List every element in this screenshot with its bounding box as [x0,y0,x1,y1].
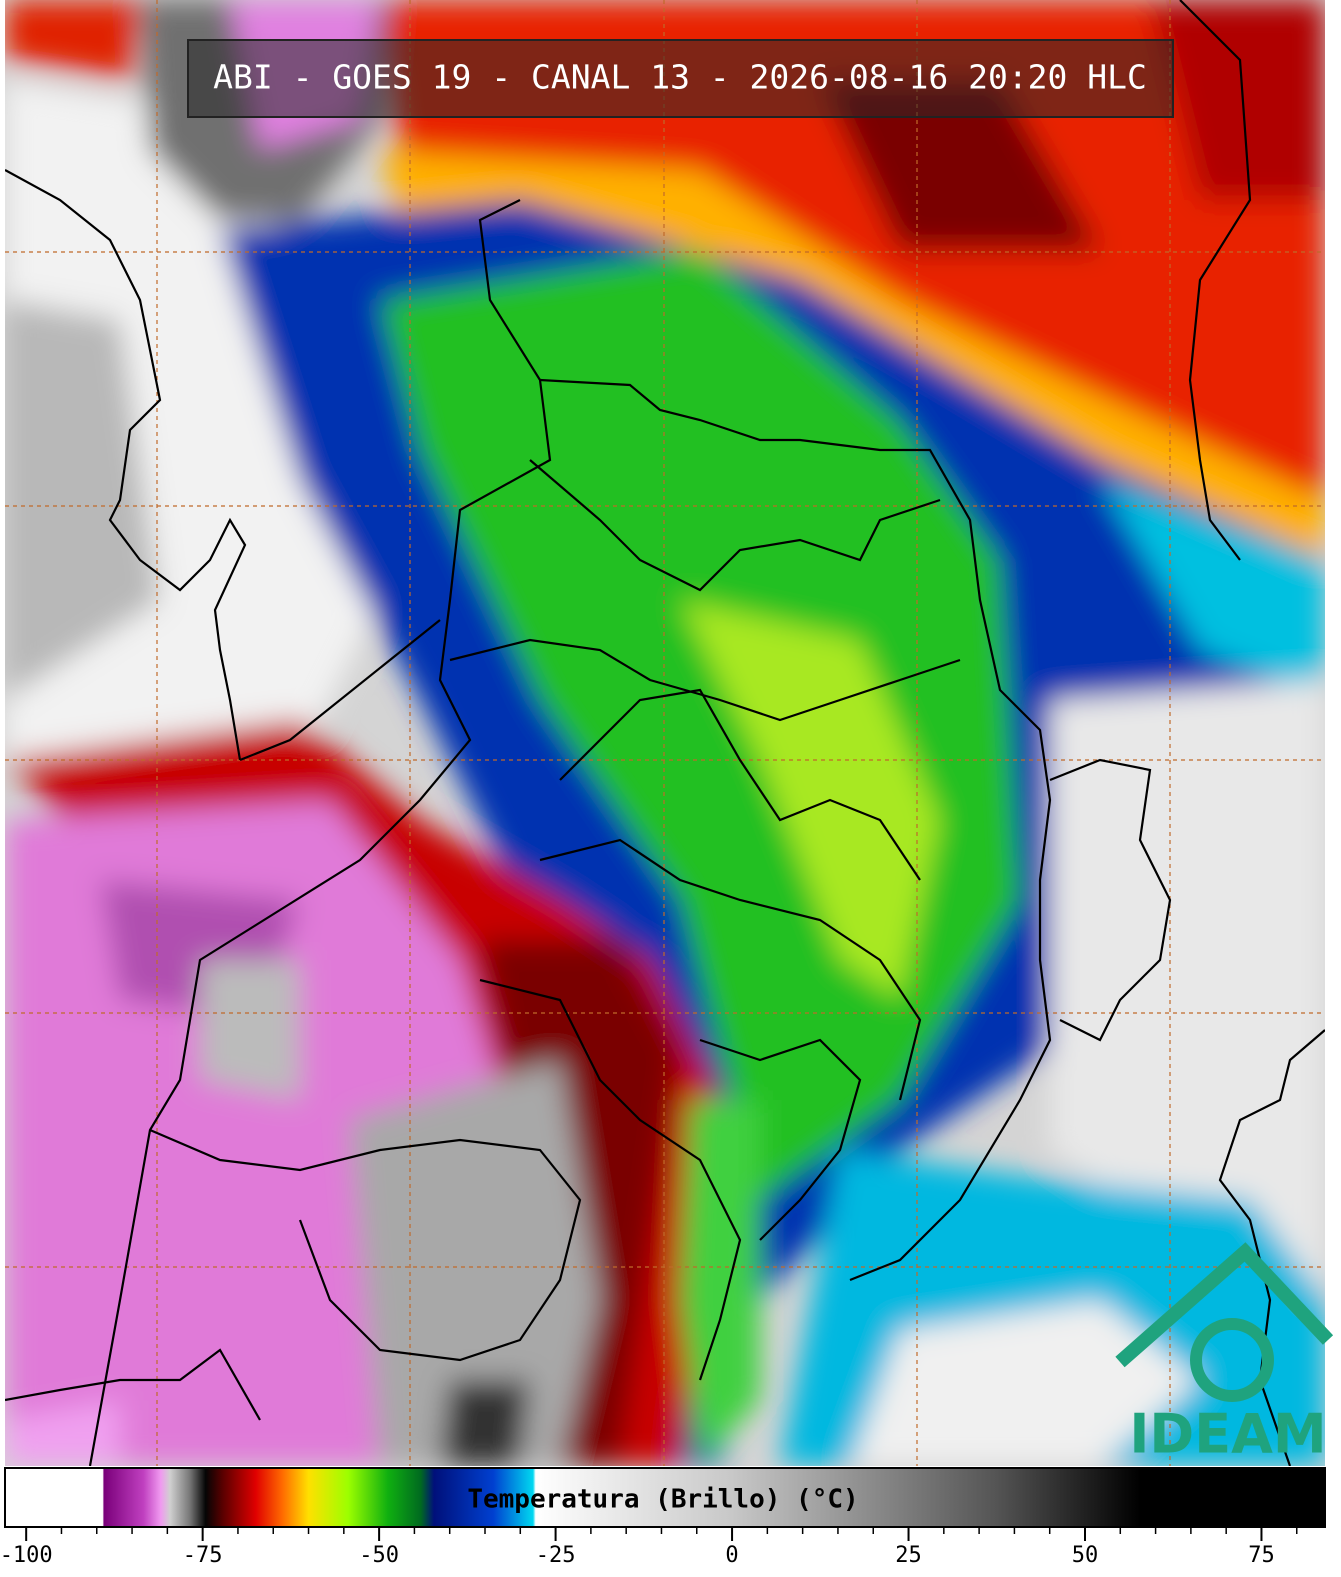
tick-label: 25 [895,1543,922,1568]
colorbar-label: Temperatura (Brillo) (°C) [467,1485,858,1515]
tick-label: -100 [0,1543,53,1568]
colorbar [4,1467,1326,1528]
tick-label: -50 [359,1543,399,1568]
satellite-map [5,0,1325,1466]
tick-label: 50 [1072,1543,1099,1568]
logo-roof [1115,1242,1334,1368]
tick-label: -75 [183,1543,223,1568]
colorbar-ticks: -100 -75 -50 -25 0 25 50 75 [0,1527,1298,1568]
logo-text: IDEAM [1129,1403,1326,1466]
title: ABI - GOES 19 - CANAL 13 - 2026-08-16 20… [213,58,1147,97]
logo-swirl [1190,1318,1274,1402]
tick-label: -25 [536,1543,576,1568]
borders [5,0,1325,1466]
tick-label: 0 [725,1543,738,1568]
tick-label: 75 [1248,1543,1275,1568]
logo: IDEAM [1115,1242,1334,1466]
title-box [187,39,1174,118]
